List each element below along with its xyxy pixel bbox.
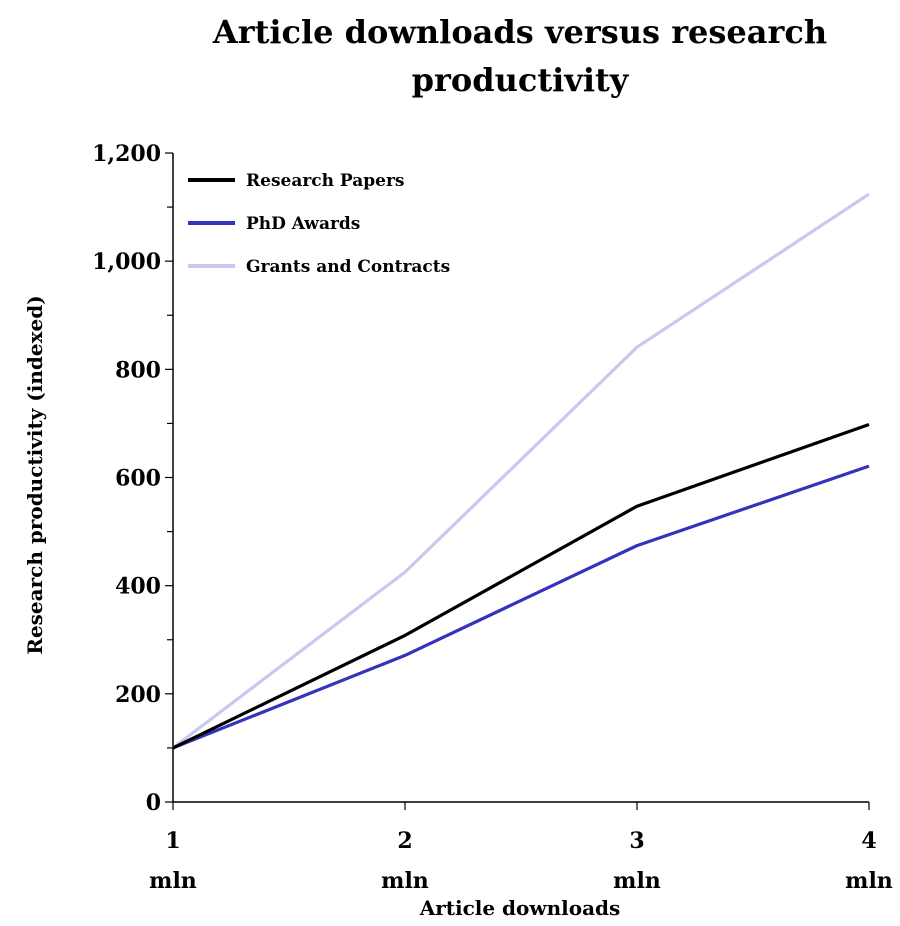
x-tick-label: 2 mln [381,828,429,894]
legend-label: Research Papers [246,171,405,191]
x-tick-label: 3 mln [613,828,661,894]
x-axis-title: Article downloads [419,896,621,920]
legend-label: Grants and Contracts [246,257,450,277]
legend: Research Papers PhD Awards Grants and Cont… [188,171,450,277]
series-line-phd-awards [172,464,870,750]
x-tick-label: 4 mln [845,828,893,894]
y-tick-label: 400 [115,574,161,600]
series-line-research-papers [172,422,870,750]
x-tick-label: 1 mln [149,828,197,894]
y-tick-label: 1,000 [92,249,161,275]
y-axis-title: Research productivity (indexed) [23,295,47,654]
y-tick-label: 200 [115,682,161,708]
series-lines [172,192,870,750]
series-line-grants-and-contracts [172,192,870,750]
y-axis-ticks: 0 200 400 600 800 1,000 1,200 [92,141,173,816]
y-tick-label: 0 [146,790,161,816]
x-axis-ticks: 1 mln 2 mln 3 mln 4 mln [149,802,893,894]
legend-label: PhD Awards [246,214,360,234]
chart-title: Article downloads versus research produc… [212,13,828,99]
y-tick-label: 800 [115,357,161,383]
y-tick-label: 1,200 [92,141,161,167]
y-tick-label: 600 [115,466,161,492]
